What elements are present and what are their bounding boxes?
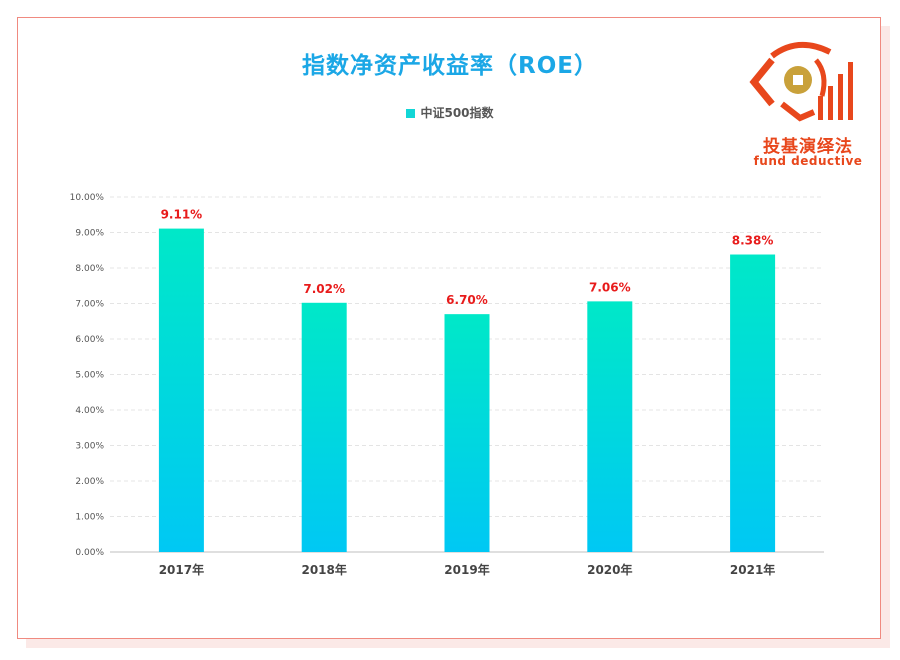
y-tick-label: 5.00%	[75, 371, 104, 381]
logo-name-cn: 投基演绎法	[763, 137, 853, 157]
legend-swatch	[406, 109, 416, 118]
data-label: 7.06%	[589, 280, 631, 294]
fund-deductive-logo-icon	[749, 41, 853, 122]
legend[interactable]: 中证500指数	[0, 104, 900, 121]
data-label: 6.70%	[446, 293, 488, 307]
y-tick-label: 6.00%	[75, 335, 104, 345]
bar	[587, 301, 633, 552]
data-label: 8.38%	[732, 234, 774, 248]
y-tick-label: 1.00%	[75, 513, 104, 523]
bar	[158, 228, 204, 552]
x-tick-label: 2021年	[730, 562, 775, 577]
y-tick-label: 10.00%	[70, 193, 105, 203]
data-label: 9.11%	[161, 208, 203, 222]
x-tick-label: 2017年	[159, 562, 204, 577]
y-tick-label: 9.00%	[75, 229, 104, 239]
legend-label: 中证500指数	[420, 106, 494, 120]
y-tick-label: 8.00%	[75, 264, 104, 274]
bar	[444, 314, 490, 552]
y-tick-label: 3.00%	[75, 442, 104, 452]
bar	[730, 254, 776, 552]
x-tick-label: 2019年	[444, 562, 489, 577]
data-label: 7.02%	[303, 282, 345, 296]
x-tick-label: 2018年	[301, 562, 346, 577]
y-tick-label: 0.00%	[75, 548, 104, 558]
chart-title: 指数净资产收益率（ROE）	[302, 53, 598, 79]
y-tick-label: 7.00%	[75, 300, 104, 310]
y-tick-label: 2.00%	[75, 477, 104, 487]
y-tick-label: 4.00%	[75, 406, 104, 416]
logo-name-en: fund deductive	[753, 154, 863, 168]
x-tick-label: 2020年	[587, 562, 632, 577]
bar	[301, 302, 347, 552]
